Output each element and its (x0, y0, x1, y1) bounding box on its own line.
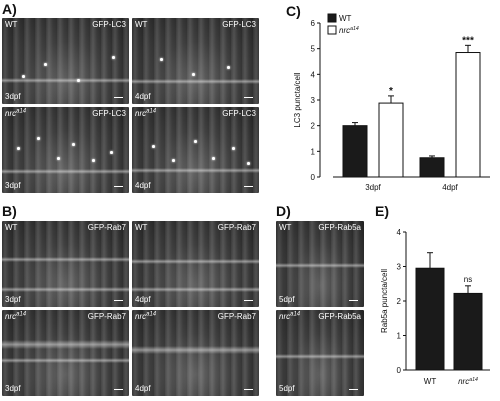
scale-bar (114, 299, 123, 301)
stage-label: 5dpf (279, 384, 295, 393)
y-tick-label: 6 (311, 19, 316, 28)
x-group-label: 4dpf (442, 183, 458, 192)
panel-letter-d: D) (276, 203, 291, 219)
significance-marker: * (389, 86, 393, 97)
panel-letter-b: B) (2, 203, 17, 219)
marker-label: GFP-Rab5a (318, 223, 361, 232)
panel-letter-e: E) (375, 203, 389, 219)
y-tick-label: 4 (397, 228, 402, 237)
micrograph-rab7-wt-3dpf: WT GFP-Rab7 3dpf (2, 221, 129, 307)
micrograph-lc3-nrc-4dpf: nrca14 GFP-LC3 4dpf (132, 107, 259, 193)
panel-letter-a: A) (2, 1, 17, 17)
micrograph-rab5a-nrc-5dpf: nrca14 GFP-Rab5a 5dpf (276, 310, 364, 396)
stage-label: 5dpf (279, 295, 295, 304)
y-tick-label: 0 (311, 173, 316, 182)
stage-label: 4dpf (135, 295, 151, 304)
y-tick-label: 0 (397, 366, 402, 375)
scale-bar (244, 299, 253, 301)
bar (378, 102, 404, 178)
scale-bar (244, 388, 253, 390)
significance-marker: *** (462, 35, 474, 46)
y-tick-label: 5 (311, 45, 316, 54)
stage-label: 3dpf (5, 181, 21, 190)
micrograph-lc3-nrc-3dpf: nrca14 GFP-LC3 3dpf (2, 107, 129, 193)
genotype-label: nrca14 (135, 108, 157, 118)
stage-label: 4dpf (135, 92, 151, 101)
genotype-label: nrca14 (279, 311, 301, 321)
bar (419, 157, 445, 178)
scale-bar (114, 185, 123, 187)
stage-label: 3dpf (5, 92, 21, 101)
y-tick-label: 2 (311, 122, 316, 131)
marker-label: GFP-Rab7 (217, 223, 256, 232)
panel-letter-c: C) (286, 3, 301, 19)
bar (342, 125, 368, 178)
y-tick-label: 1 (397, 332, 402, 341)
scale-bar (114, 96, 123, 98)
marker-label: GFP-LC3 (92, 20, 126, 29)
y-tick-label: 1 (311, 147, 316, 156)
lc3-puncta-chart: 0 1 2 3 4 5 6 LC3 puncta/cell * 3dpf *** 4dpf WT nrca… (293, 13, 490, 192)
genotype-label: WT (135, 223, 148, 232)
x-group-label: 3dpf (365, 183, 381, 192)
genotype-label: WT (135, 20, 148, 29)
genotype-label: WT (279, 223, 292, 232)
y-axis-label: LC3 puncta/cell (293, 72, 302, 127)
legend-swatch (327, 13, 337, 23)
y-tick-label: 2 (397, 297, 402, 306)
marker-label: GFP-Rab7 (87, 312, 126, 321)
stage-label: 3dpf (5, 295, 21, 304)
micrograph-lc3-wt-3dpf: WT GFP-LC3 3dpf (2, 18, 129, 104)
scale-bar (244, 185, 253, 187)
x-category-label: WT (424, 377, 437, 386)
micrograph-rab7-nrc-4dpf: nrca14 GFP-Rab7 4dpf (132, 310, 259, 396)
marker-label: GFP-LC3 (222, 109, 256, 118)
stage-label: 4dpf (135, 181, 151, 190)
genotype-label: nrca14 (135, 311, 157, 321)
y-tick-label: 3 (397, 263, 402, 272)
micrograph-rab7-nrc-3dpf: nrca14 GFP-Rab7 3dpf (2, 310, 129, 396)
x-category-label: nrca14 (458, 377, 478, 386)
marker-label: GFP-Rab7 (87, 223, 126, 232)
marker-label: GFP-LC3 (92, 109, 126, 118)
stage-label: 3dpf (5, 384, 21, 393)
bar (455, 52, 481, 178)
scale-bar (244, 96, 253, 98)
bar (415, 267, 445, 371)
scale-bar (114, 388, 123, 390)
marker-label: GFP-Rab7 (217, 312, 256, 321)
y-axis-label: Rab5a puncta/cell (380, 269, 389, 333)
legend-label: WT (339, 14, 352, 23)
legend-swatch (327, 25, 337, 35)
scale-bar (349, 388, 358, 390)
genotype-label: WT (5, 223, 18, 232)
scale-bar (349, 299, 358, 301)
y-tick-label: 3 (311, 96, 316, 105)
genotype-label: nrca14 (5, 311, 27, 321)
genotype-label: WT (5, 20, 18, 29)
significance-marker: ns (464, 275, 472, 284)
genotype-label: nrca14 (5, 108, 27, 118)
micrograph-rab7-wt-4dpf: WT GFP-Rab7 4dpf (132, 221, 259, 307)
y-tick-label: 4 (311, 70, 316, 79)
bar (453, 292, 483, 371)
marker-label: GFP-Rab5a (318, 312, 361, 321)
micrograph-lc3-wt-4dpf: WT GFP-LC3 4dpf (132, 18, 259, 104)
micrograph-rab5a-wt-5dpf: WT GFP-Rab5a 5dpf (276, 221, 364, 307)
stage-label: 4dpf (135, 384, 151, 393)
legend-label: nrca14 (339, 26, 359, 35)
marker-label: GFP-LC3 (222, 20, 256, 29)
rab5a-puncta-chart: 0 1 2 3 4 Rab5a puncta/cell WT ns nrca14 (380, 228, 490, 386)
